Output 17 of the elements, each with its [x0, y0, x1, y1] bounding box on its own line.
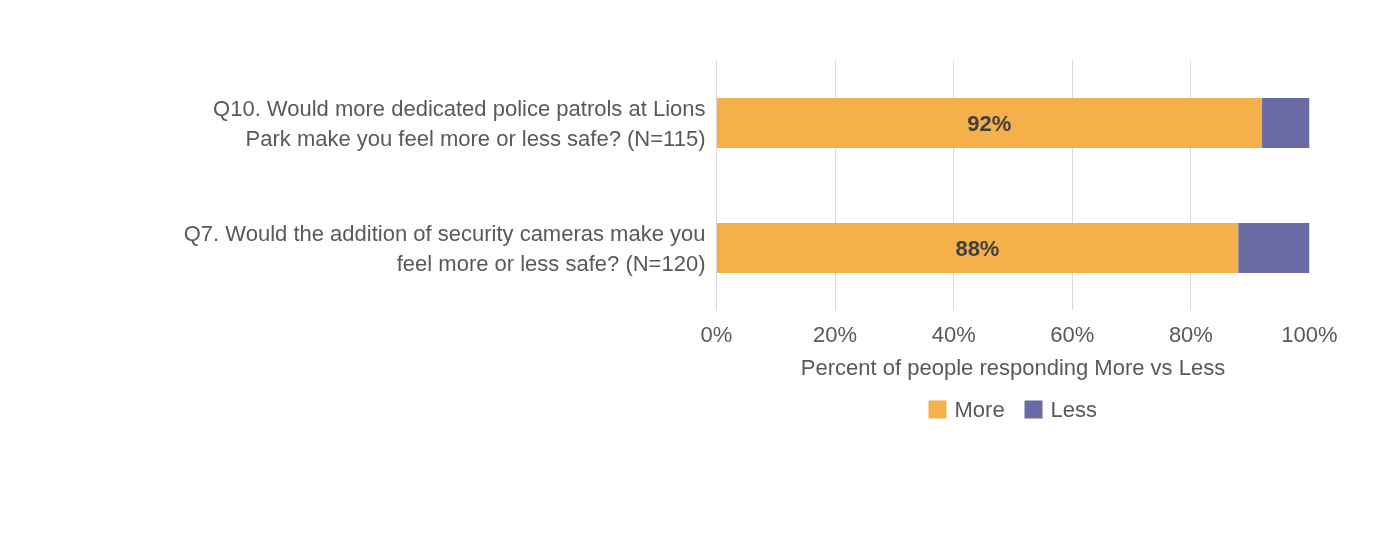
bar [716, 223, 1239, 273]
x-tick-label: 40% [931, 321, 976, 347]
x-axis-title: Percent of people responding More vs Less [800, 354, 1226, 380]
legend-label: More [954, 397, 1005, 422]
y-tick-label: Q7. Would the addition of security cameras make you feel more or less safe? (N=120) [183, 220, 706, 276]
y-tick-label: Q10. Would more dedicated police patrols at Lions Park make you feel more or less safe? (N=115) [213, 95, 706, 151]
x-tick-label: 0% [700, 321, 733, 347]
data-label: 88% [955, 235, 1000, 261]
bar [1238, 223, 1310, 273]
legend-label: Less [1050, 397, 1097, 422]
x-tick-label: 60% [1050, 321, 1095, 347]
x-tick-label: 80% [1168, 321, 1213, 347]
data-label: 92% [967, 110, 1012, 136]
bar [716, 98, 1263, 148]
x-tick-label: 100% [1281, 321, 1338, 347]
bar [1262, 98, 1310, 148]
x-tick-label: 20% [813, 321, 858, 347]
